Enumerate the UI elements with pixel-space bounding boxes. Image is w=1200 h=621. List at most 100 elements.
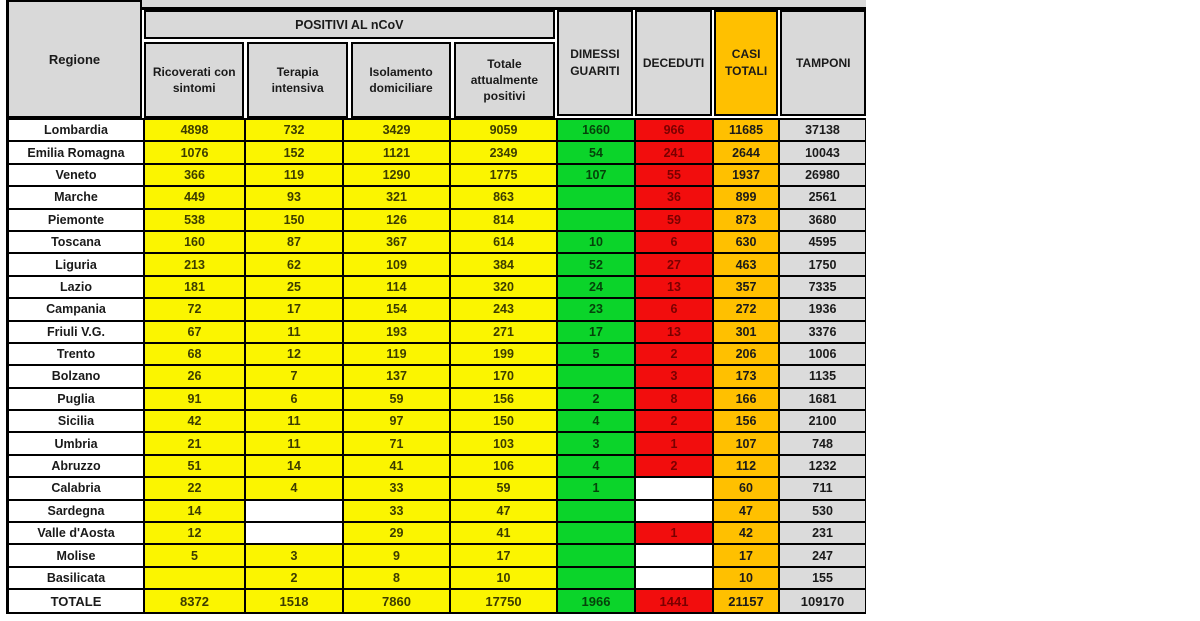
- value-cell-totale-positivi: 156: [451, 388, 556, 410]
- region-name-cell: Emilia Romagna: [9, 142, 143, 163]
- value-cell-isolamento: 97: [344, 411, 449, 432]
- value-cell-deceduti: 6: [636, 231, 712, 253]
- value-cell-casi-totali: 272: [714, 299, 778, 320]
- value-cell-tamponi: 1006: [780, 343, 865, 365]
- value-cell-ricoverati: [145, 567, 244, 589]
- total-label-cell: TOTALE: [9, 590, 143, 613]
- value-cell-ricoverati: 72: [145, 299, 244, 320]
- header-cells: POSITIVI AL nCoV Ricoverati con sintomi …: [142, 10, 866, 118]
- value-cell-totale-positivi: 150: [451, 411, 556, 432]
- total-value-cell-isolamento: 7860: [344, 590, 449, 613]
- value-cell-ricoverati: 213: [145, 254, 244, 275]
- value-cell-tamponi: 26980: [780, 164, 865, 186]
- value-cell-tamponi: 1936: [780, 299, 865, 320]
- value-cell-deceduti: 13: [636, 321, 712, 342]
- col-group-header-positivi: POSITIVI AL nCoV: [144, 10, 555, 39]
- value-cell-dimessi-guariti: [558, 545, 634, 566]
- value-cell-totale-positivi: 271: [451, 321, 556, 342]
- value-cell-casi-totali: 10: [714, 567, 778, 589]
- region-name-cell: Marche: [9, 187, 143, 208]
- value-cell-deceduti: 13: [636, 276, 712, 298]
- value-cell-dimessi-guariti: [558, 523, 634, 544]
- value-cell-casi-totali: 899: [714, 187, 778, 208]
- value-cell-casi-totali: 630: [714, 231, 778, 253]
- value-cell-ricoverati: 4898: [145, 120, 244, 141]
- col-header-deceduti: DECEDUTI: [635, 10, 712, 116]
- value-cell-deceduti: 55: [636, 164, 712, 186]
- value-cell-dimessi-guariti: [558, 567, 634, 589]
- value-cell-ricoverati: 51: [145, 455, 244, 477]
- region-name-cell: Toscana: [9, 231, 143, 253]
- value-cell-deceduti: [636, 545, 712, 566]
- region-name-cell: Basilicata: [9, 567, 143, 589]
- value-cell-dimessi-guariti: 107: [558, 164, 634, 186]
- col-header-ricoverati: Ricoverati con sintomi: [144, 42, 245, 118]
- value-cell-isolamento: 8: [344, 567, 449, 589]
- value-cell-dimessi-guariti: [558, 209, 634, 230]
- value-cell-tamponi: 10043: [780, 142, 865, 163]
- region-name-cell: Sardegna: [9, 500, 143, 522]
- col-header-dimessi-guariti: DIMESSI GUARITI: [556, 10, 634, 116]
- value-cell-casi-totali: 60: [714, 478, 778, 499]
- value-cell-tamponi: 1750: [780, 254, 865, 275]
- value-cell-ricoverati: 449: [145, 187, 244, 208]
- value-cell-tamponi: 1681: [780, 388, 865, 410]
- value-cell-dimessi-guariti: 3: [558, 433, 634, 454]
- col-header-regione-label: Regione: [48, 51, 101, 67]
- value-cell-totale-positivi: 10: [451, 567, 556, 589]
- value-cell-totale-positivi: 106: [451, 455, 556, 477]
- value-cell-casi-totali: 107: [714, 433, 778, 454]
- value-cell-deceduti: 241: [636, 142, 712, 163]
- total-value-cell-ricoverati: 8372: [145, 590, 244, 613]
- value-cell-terapia-intensiva: 87: [246, 231, 342, 253]
- value-cell-totale-positivi: 2349: [451, 142, 556, 163]
- value-cell-casi-totali: 17: [714, 545, 778, 566]
- region-name-cell: Puglia: [9, 388, 143, 410]
- value-cell-dimessi-guariti: 23: [558, 299, 634, 320]
- total-value-cell-casi-totali: 21157: [714, 590, 778, 613]
- value-cell-terapia-intensiva: 152: [246, 142, 342, 163]
- value-cell-totale-positivi: 41: [451, 523, 556, 544]
- value-cell-terapia-intensiva: 12: [246, 343, 342, 365]
- value-cell-dimessi-guariti: 1: [558, 478, 634, 499]
- value-cell-dimessi-guariti: [558, 187, 634, 208]
- value-cell-isolamento: 114: [344, 276, 449, 298]
- col-header-regione: Regione: [9, 0, 142, 118]
- value-cell-dimessi-guariti: [558, 500, 634, 522]
- value-cell-deceduti: 966: [636, 120, 712, 141]
- value-cell-terapia-intensiva: 732: [246, 120, 342, 141]
- value-cell-deceduti: 1: [636, 433, 712, 454]
- value-cell-ricoverati: 21: [145, 433, 244, 454]
- value-cell-deceduti: [636, 500, 712, 522]
- value-cell-ricoverati: 22: [145, 478, 244, 499]
- value-cell-tamponi: 2561: [780, 187, 865, 208]
- value-cell-tamponi: 1135: [780, 366, 865, 387]
- value-cell-tamponi: 231: [780, 523, 865, 544]
- value-cell-tamponi: 2100: [780, 411, 865, 432]
- value-cell-terapia-intensiva: 11: [246, 411, 342, 432]
- value-cell-totale-positivi: 320: [451, 276, 556, 298]
- value-cell-casi-totali: 301: [714, 321, 778, 342]
- total-value-cell-terapia-intensiva: 1518: [246, 590, 342, 613]
- value-cell-isolamento: 33: [344, 478, 449, 499]
- value-cell-dimessi-guariti: 54: [558, 142, 634, 163]
- positivi-group-label: POSITIVI AL nCoV: [295, 17, 404, 32]
- value-cell-deceduti: 2: [636, 455, 712, 477]
- region-name-cell: Lombardia: [9, 120, 143, 141]
- value-cell-deceduti: 2: [636, 411, 712, 432]
- value-cell-ricoverati: 181: [145, 276, 244, 298]
- region-name-cell: Valle d'Aosta: [9, 523, 143, 544]
- value-cell-totale-positivi: 9059: [451, 120, 556, 141]
- value-cell-tamponi: 530: [780, 500, 865, 522]
- value-cell-terapia-intensiva: 25: [246, 276, 342, 298]
- value-cell-tamponi: 7335: [780, 276, 865, 298]
- value-cell-terapia-intensiva: 93: [246, 187, 342, 208]
- region-name-cell: Umbria: [9, 433, 143, 454]
- value-cell-casi-totali: 156: [714, 411, 778, 432]
- value-cell-isolamento: 321: [344, 187, 449, 208]
- region-name-cell: Piemonte: [9, 209, 143, 230]
- value-cell-isolamento: 41: [344, 455, 449, 477]
- value-cell-totale-positivi: 103: [451, 433, 556, 454]
- value-cell-terapia-intensiva: 11: [246, 321, 342, 342]
- total-value-cell-tamponi: 109170: [780, 590, 865, 613]
